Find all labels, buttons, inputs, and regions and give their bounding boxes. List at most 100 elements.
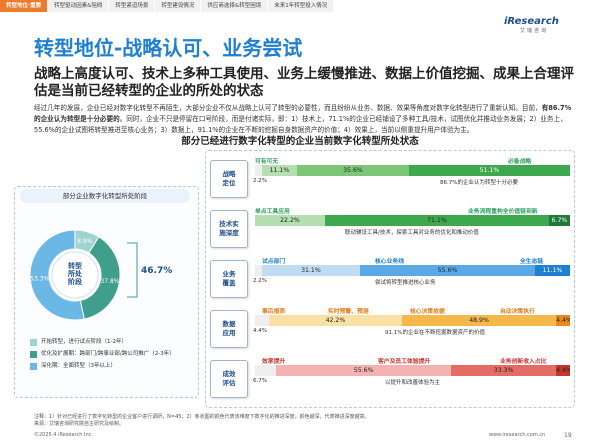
status-row-2: 技术实 施深度 单点工具应用 业务流程重构全价值链到新 22.2% 71.1% 6.7% 联动… — [210, 206, 572, 252]
scale-label: 自动决策执行 — [500, 309, 535, 315]
status-panel — [205, 150, 575, 408]
legend-label: 优化及扩展期：跨部门/跨事业部/跨公司推广（2-3年） — [41, 351, 175, 357]
small-value: 6.7% — [253, 378, 267, 384]
row-category: 业务 覆盖 — [210, 260, 248, 298]
small-value: 2.2% — [253, 278, 267, 284]
legend-label: 开始转型，进行试点阶段（1-2年） — [41, 339, 127, 345]
scale-label: 可有可无 — [255, 159, 279, 165]
bar-segment-2: 33.3% — [451, 365, 557, 376]
stacked-bar: 22.2% 71.1% 6.7% — [255, 215, 570, 226]
row-category: 技术实 施深度 — [210, 210, 248, 248]
scale-label: 全生态链 — [520, 259, 544, 265]
scale-label: 实时预警、预测 — [328, 309, 369, 315]
bar-segment-1: 55.6% — [276, 365, 452, 376]
legend-swatch — [30, 362, 37, 370]
legend-swatch — [30, 350, 37, 358]
body-text-2: 。同时，企业不只是停留在口号阶段，而是付诸实际，即：1）技术上，71.1%的企业… — [34, 115, 567, 134]
copyright: ©2025.4 iResearch Inc. — [34, 432, 93, 438]
bar-segment-3: 4.4% — [556, 315, 570, 326]
donut-slice-label-1: 8.9% — [77, 238, 93, 245]
donut-slice-label-3: 53.3% — [30, 276, 49, 283]
donut-center-text-3: 阶段 — [68, 277, 82, 286]
bar-segment-3: 51.1% — [409, 165, 570, 176]
page-title: 转型地位-战略认可、业务尝试 — [34, 36, 303, 60]
scale-label: 事后报表 — [262, 309, 286, 315]
bar-segment-small — [255, 265, 262, 276]
tab-1[interactable]: 转型地位·重要 — [0, 0, 48, 12]
row-category: 成效 评估 — [210, 360, 248, 398]
scale-label: 效率提升 — [262, 359, 286, 365]
row-caption: 联动辅设工具/技术，探索工具对业务的优化和推动价值 — [345, 230, 479, 236]
row-caption: 尝试将转型推进核心业务 — [375, 280, 436, 286]
bar-segment-3: 4.4% — [556, 365, 570, 376]
logo-cn: 艾瑞咨询 — [520, 28, 549, 34]
legend-swatch — [30, 338, 37, 346]
bar-segment-small — [255, 365, 277, 376]
row-caption: 91.1%的企业在不断挖掘数据资产的价值 — [385, 330, 485, 336]
scale-label: 单点工具应用 — [255, 209, 290, 215]
tab-5[interactable]: 供应商选择&转型困境 — [201, 0, 268, 12]
page-subtitle: 战略上高度认可、技术上多种工具使用、业务上缓慢推进、数据上价值挖掘、成果上合理评… — [34, 66, 574, 99]
page-footer: ©2025.4 iResearch Inc. www.iresearch.com… — [34, 432, 574, 439]
body-paragraph: 经过几年的发展，企业已经对数字化转型不再陌生，大部分企业不仅从战略上认可了转型的… — [34, 103, 574, 136]
donut-legend: 开始转型，进行试点阶段（1-2年） 优化及扩展期：跨部门/跨事业部/跨公司推广（2… — [30, 338, 190, 374]
stacked-bar: 42.2%48.9%4.4% — [255, 315, 570, 326]
status-row-1: 战略 定位 可有可无 必备战略 11.1% 35.6% 51.1% 2.2% 86.7%的企业认… — [210, 156, 572, 202]
scale-label: 核心业务线 — [375, 259, 404, 265]
tab-4[interactable]: 转型建设情况 — [155, 0, 201, 12]
bar-segment-1: 11.1% — [261, 165, 297, 176]
body-text-1: 经过几年的发展，企业已经对数字化转型不再陌生，大部分企业不仅从战略上认可了转型的… — [34, 104, 542, 112]
bar-segment-2: 55.6% — [359, 265, 535, 276]
tab-3[interactable]: 转型紧迫场景 — [109, 0, 155, 12]
donut-center-text-1: 转型 — [68, 261, 82, 270]
small-value: 4.4% — [253, 328, 267, 334]
legend-item-2: 优化及扩展期：跨部门/跨事业部/跨公司推广（2-3年） — [30, 350, 190, 358]
legend-label: 深化期：全面转型（3年以上） — [41, 363, 117, 369]
status-row-3: 业务 覆盖 试点部门 核心业务线 全生态链 31.1% 55.6% 11.1% 2.2% 尝试将转… — [210, 256, 572, 302]
donut-slice-label-2: 37.8% — [100, 278, 119, 285]
small-value: 2.2% — [253, 178, 267, 184]
donut-slice-2 — [79, 236, 121, 320]
scale-label: 试点部门 — [262, 259, 286, 265]
site-url: www.iresearch.com.cn — [489, 432, 546, 438]
source-text: 来源：艾瑞咨询研究院自主研究及绘制。 — [34, 421, 125, 427]
status-row-4: 数据 应用 事后报表 实时预警、预测 核心决策依据 自动决策执行 42.2% 48.9% 4.4… — [210, 306, 572, 352]
tab-6[interactable]: 未来1年转型投入情况 — [268, 0, 334, 12]
bar-segment-2: 35.6% — [296, 165, 409, 176]
legend-item-1: 开始转型，进行试点阶段（1-2年） — [30, 338, 190, 346]
scale-label: 业务流程重构全价值链到新 — [468, 209, 538, 215]
row-caption: 以提升和改善体验为主 — [385, 380, 441, 386]
donut-center-text-2: 所处 — [68, 269, 83, 278]
footnote: 注释：1）针对已经进行了数字化转型的企业客户进行调研，N=45；2）条状图的颜色… — [34, 414, 574, 428]
bar-segment-2: 48.9% — [401, 315, 557, 326]
stacked-bar: 11.1% 35.6% 51.1% — [255, 165, 570, 176]
tab-2[interactable]: 转型驱动因素&阻碍 — [48, 0, 109, 12]
stacked-bar: 55.6%33.3%4.4% — [255, 365, 570, 376]
footnote-text: 注释：1）针对已经进行了数字化转型的企业客户进行调研，N=45；2）条状图的颜色… — [34, 414, 370, 420]
bar-segment-3: 6.7% — [548, 215, 570, 226]
logo-word: iResearch — [504, 16, 559, 27]
scale-label: 核心决策依据 — [410, 309, 445, 315]
callout-bracket — [127, 242, 138, 298]
row-category: 战略 定位 — [210, 160, 248, 198]
bar-segment-2: 71.1% — [324, 215, 549, 226]
donut-center — [51, 251, 99, 299]
body-text-bold: 有86.7%的企业认为转型是十分必要的 — [34, 104, 572, 123]
bar-segment-1: 22.2% — [255, 215, 325, 226]
bar-segment-small — [255, 165, 262, 176]
bar-segment-small — [255, 315, 269, 326]
donut-chart: 8.9% 37.8% 53.3% 转型所处阶段 46.7% — [29, 229, 172, 321]
bar-segment-3: 11.1% — [535, 265, 570, 276]
bar-segment-1: 31.1% — [261, 265, 360, 276]
donut-header: 部分企业数字化转型所处阶段 — [20, 189, 190, 203]
page-number: 19 — [564, 432, 572, 439]
stacked-bar: 31.1% 55.6% 11.1% — [255, 265, 570, 276]
row-category: 数据 应用 — [210, 310, 248, 348]
donut-callout: 46.7% — [141, 266, 172, 276]
scale-label: 业务创新收入占比 — [500, 359, 547, 365]
scale-label: 必备战略 — [508, 159, 532, 165]
row-caption: 86.7%的企业认为转型十分必要 — [440, 180, 518, 186]
donut-slice-3 — [29, 229, 85, 321]
iresearch-logo: iResearch 艾瑞咨询 — [504, 16, 564, 36]
legend-item-3: 深化期：全面转型（3年以上） — [30, 362, 190, 370]
